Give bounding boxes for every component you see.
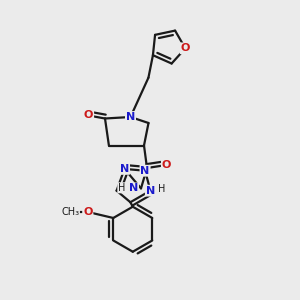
Text: H: H <box>118 183 125 193</box>
Text: O: O <box>162 160 171 170</box>
Text: O: O <box>83 207 92 217</box>
Text: O: O <box>84 110 93 121</box>
Text: N: N <box>140 166 150 176</box>
Text: N: N <box>120 164 129 174</box>
Text: H: H <box>158 184 166 194</box>
Text: N: N <box>129 183 138 194</box>
Text: N: N <box>126 112 135 122</box>
Text: CH₃: CH₃ <box>61 207 80 217</box>
Text: O: O <box>181 43 190 53</box>
Text: N: N <box>146 186 155 196</box>
